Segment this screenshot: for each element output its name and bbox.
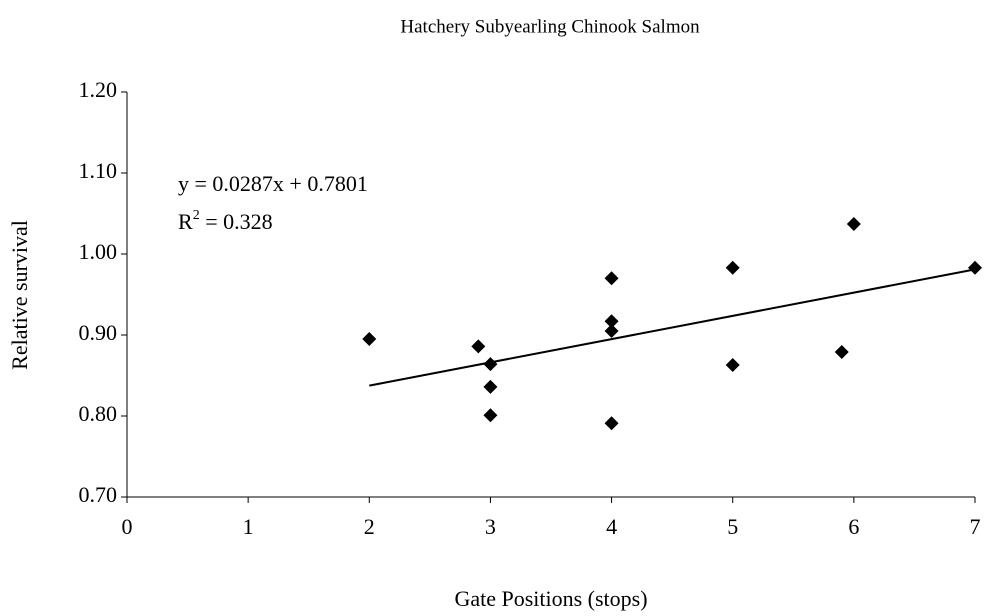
y-axis-title: Relative survival — [7, 220, 32, 370]
x-tick-label: 7 — [970, 514, 981, 539]
y-tick-label: 1.10 — [79, 158, 118, 183]
r-squared-base: R — [178, 209, 193, 234]
data-point — [604, 416, 619, 431]
y-tick-label: 0.80 — [79, 401, 118, 426]
x-tick-label: 6 — [848, 514, 859, 539]
data-point — [604, 271, 619, 286]
data-point — [725, 260, 740, 275]
r-squared: R2 = 0.328 — [178, 208, 273, 234]
x-axis-title: Gate Positions (stops) — [454, 586, 647, 611]
x-tick-label: 0 — [122, 514, 133, 539]
r-squared-sup: 2 — [193, 208, 200, 223]
y-tick-label: 0.70 — [79, 482, 118, 507]
data-point — [483, 357, 498, 372]
y-tick-label: 1.20 — [79, 77, 118, 102]
data-point — [604, 323, 619, 338]
chart-title: Hatchery Subyearling Chinook Salmon — [400, 16, 700, 37]
x-tick-label: 1 — [243, 514, 254, 539]
trendline — [369, 268, 976, 387]
data-point — [725, 357, 740, 372]
x-tick-label: 5 — [727, 514, 738, 539]
data-point — [471, 339, 486, 354]
y-tick-label: 1.00 — [79, 239, 118, 264]
data-point — [604, 314, 619, 329]
x-tick-label: 3 — [485, 514, 496, 539]
data-point — [362, 332, 377, 347]
r-squared-text: = 0.328 — [200, 209, 273, 234]
data-point — [846, 217, 861, 232]
x-tick-label: 2 — [364, 514, 375, 539]
y-tick-label: 0.90 — [79, 320, 118, 345]
data-point — [968, 260, 982, 275]
x-tick-label: 4 — [606, 514, 617, 539]
trend-equation: y = 0.0287x + 0.7801 — [178, 171, 368, 196]
data-point — [834, 345, 849, 360]
data-point — [483, 408, 498, 423]
data-point — [483, 379, 498, 394]
